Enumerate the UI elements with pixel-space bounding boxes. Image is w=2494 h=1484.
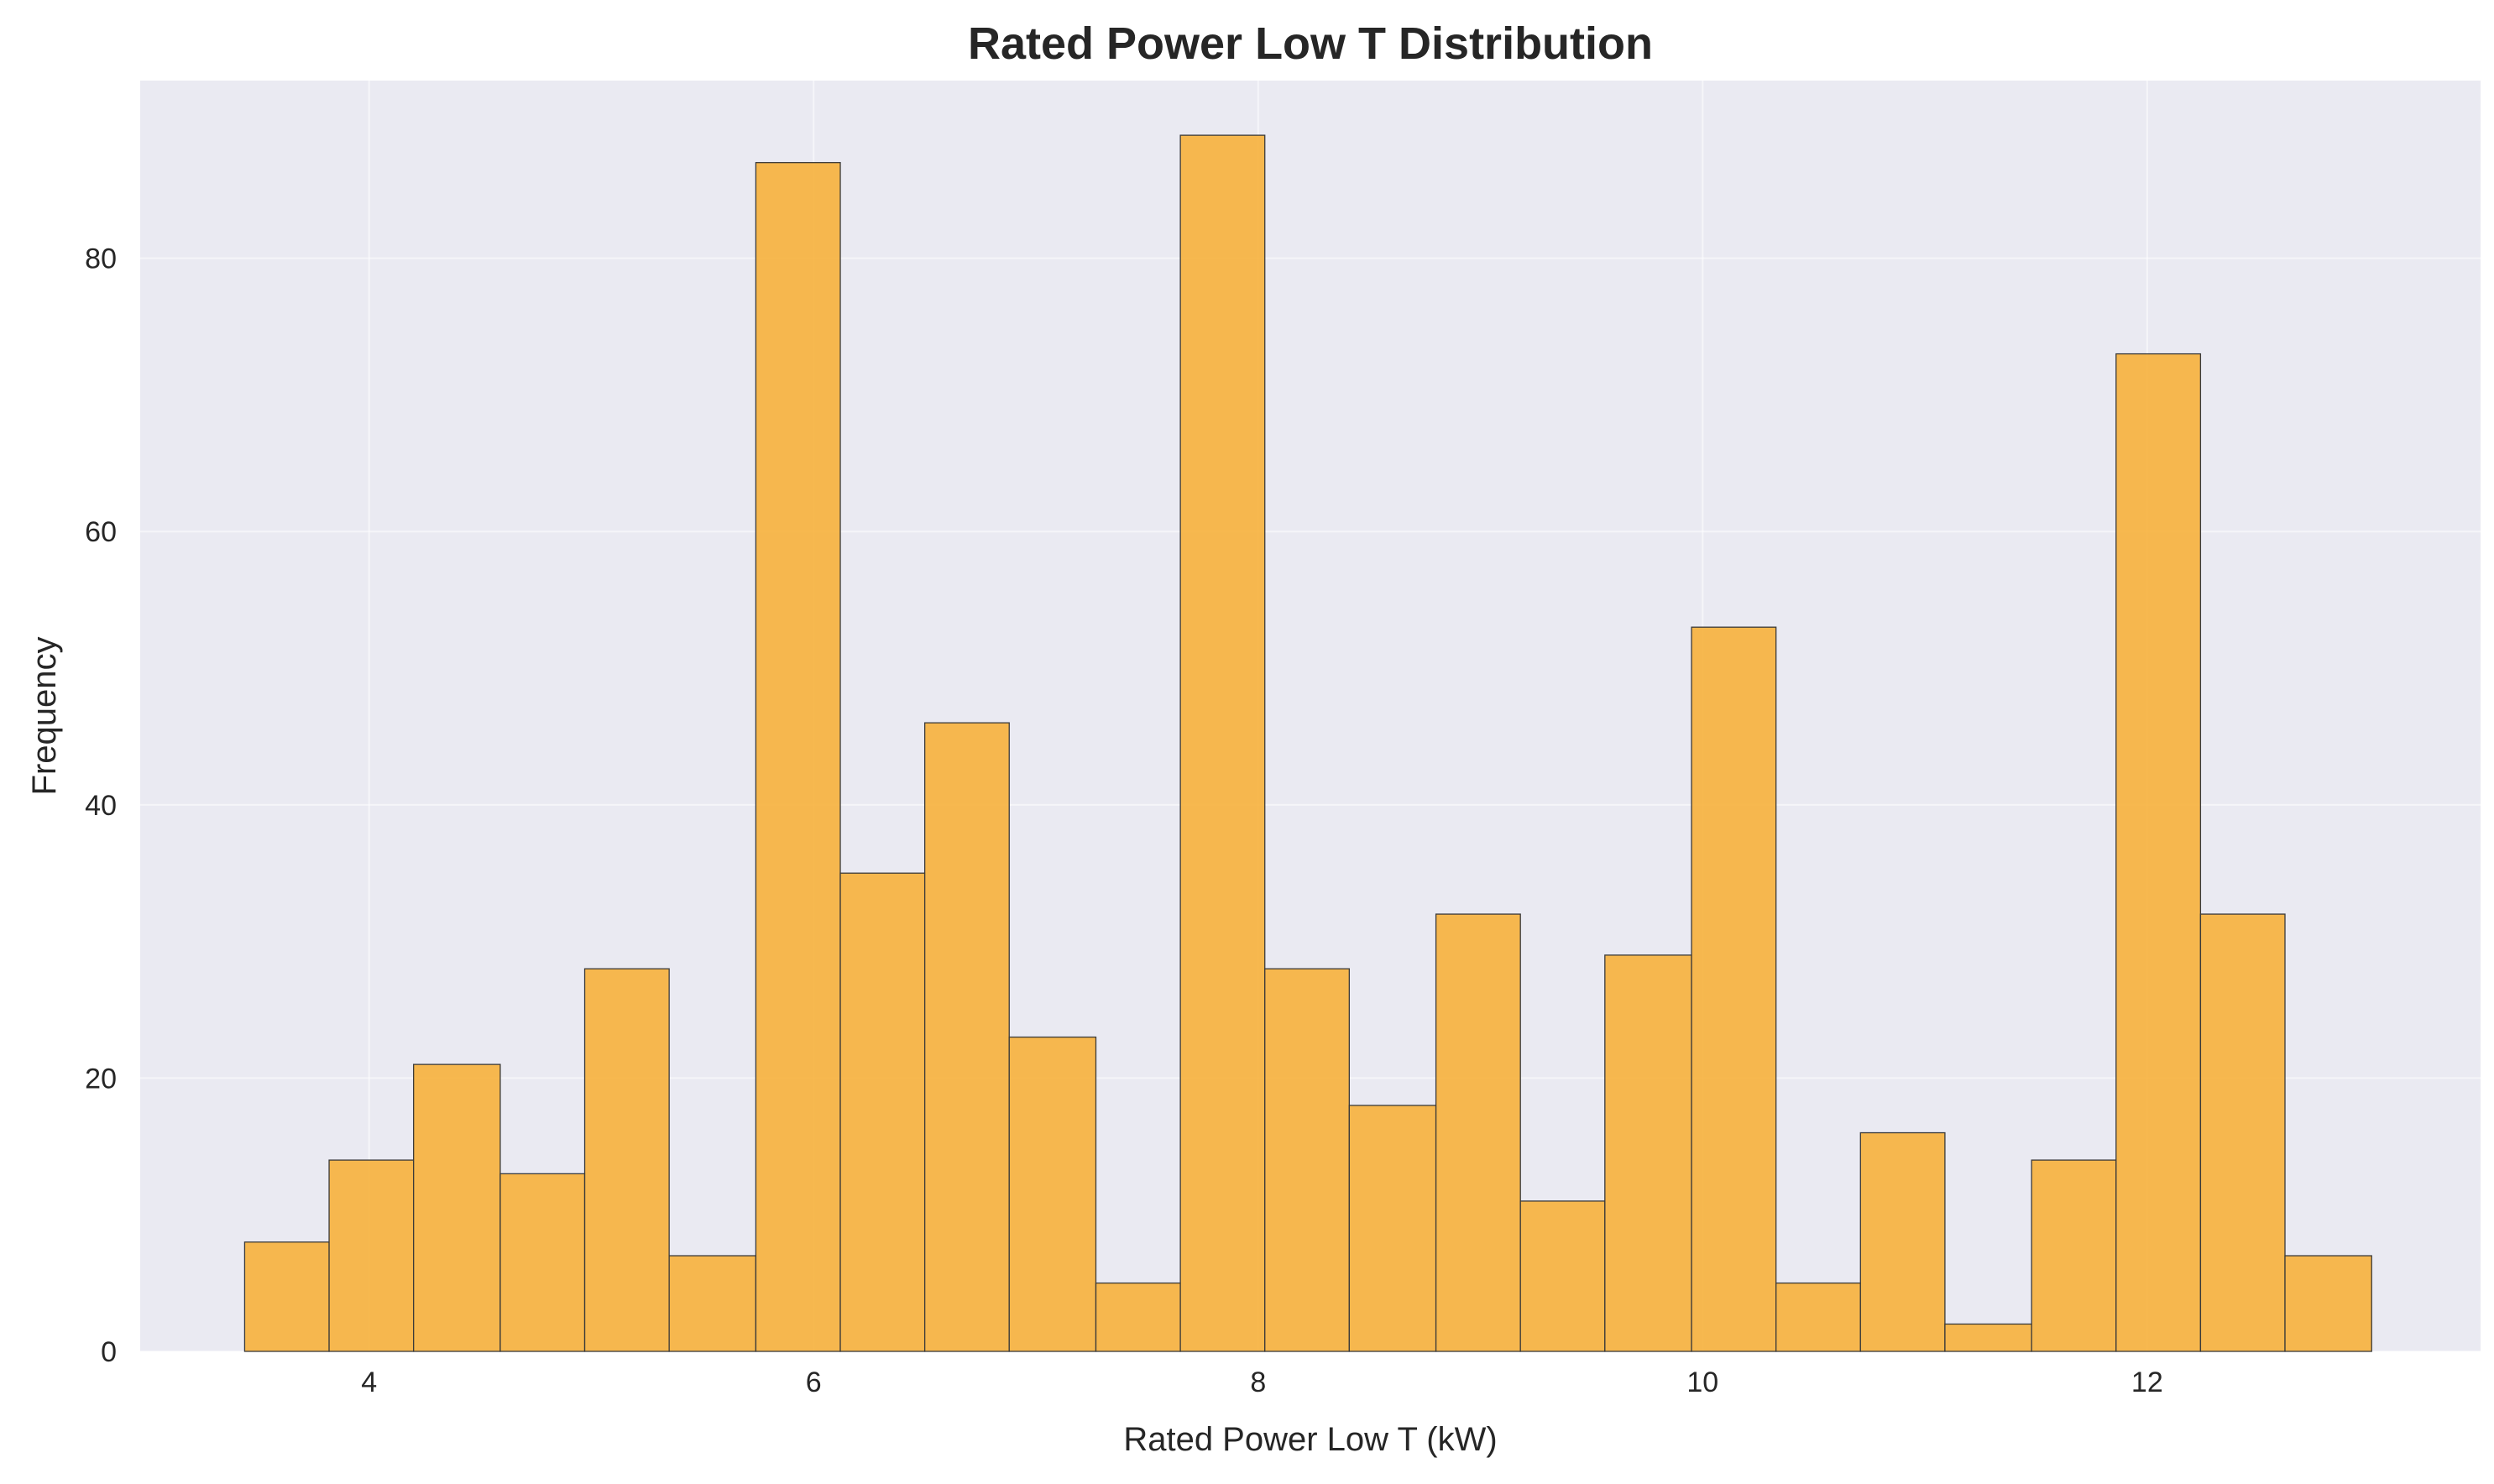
y-tick-label: 40 [85, 790, 117, 822]
histogram-bar [583, 968, 670, 1352]
x-tick-label: 8 [1250, 1366, 1266, 1398]
histogram-bar [1095, 1282, 1181, 1352]
histogram-bar [2031, 1159, 2117, 1352]
bars [243, 134, 2372, 1352]
histogram-bar [2284, 1255, 2372, 1352]
x-axis-ticks: 4 6 8 10 12 [361, 1366, 2163, 1398]
histogram-bar [328, 1159, 415, 1352]
y-axis-label: Frequency [26, 637, 63, 796]
x-tick-label: 10 [1686, 1366, 1718, 1398]
histogram-bar [1179, 134, 1266, 1352]
y-tick-label: 60 [85, 516, 117, 548]
histogram-bar [923, 722, 1010, 1352]
histogram-bar [1348, 1105, 1437, 1352]
histogram-bar [1691, 626, 1777, 1352]
histogram-bar [1604, 954, 1692, 1352]
histogram-bar [1435, 913, 1521, 1352]
histogram-bar [1008, 1036, 1097, 1352]
chart-title: Rated Power Low T Distribution [968, 18, 1653, 69]
histogram-bar [2199, 913, 2286, 1352]
x-tick-label: 6 [806, 1366, 822, 1398]
x-tick-label: 4 [361, 1366, 377, 1398]
x-axis-label: Rated Power Low T (kW) [1123, 1421, 1497, 1458]
y-tick-label: 80 [85, 243, 117, 275]
histogram-bar [499, 1173, 586, 1352]
histogram-bar [1519, 1200, 1606, 1352]
histogram-bar [839, 872, 926, 1352]
histogram-bar [413, 1063, 501, 1352]
histogram-bar [1775, 1282, 1861, 1352]
histogram-bar [1944, 1323, 2032, 1352]
y-tick-label: 20 [85, 1063, 117, 1095]
y-tick-label: 0 [101, 1336, 117, 1368]
histogram-bar [1264, 968, 1350, 1352]
y-axis-ticks: 0 20 40 60 80 [85, 243, 117, 1368]
histogram-bar [668, 1255, 757, 1352]
histogram-bar [755, 162, 841, 1352]
histogram-bar [1859, 1131, 1946, 1352]
x-tick-label: 12 [2131, 1366, 2163, 1398]
histogram-bar [243, 1241, 330, 1352]
histogram-bar [2115, 353, 2202, 1352]
